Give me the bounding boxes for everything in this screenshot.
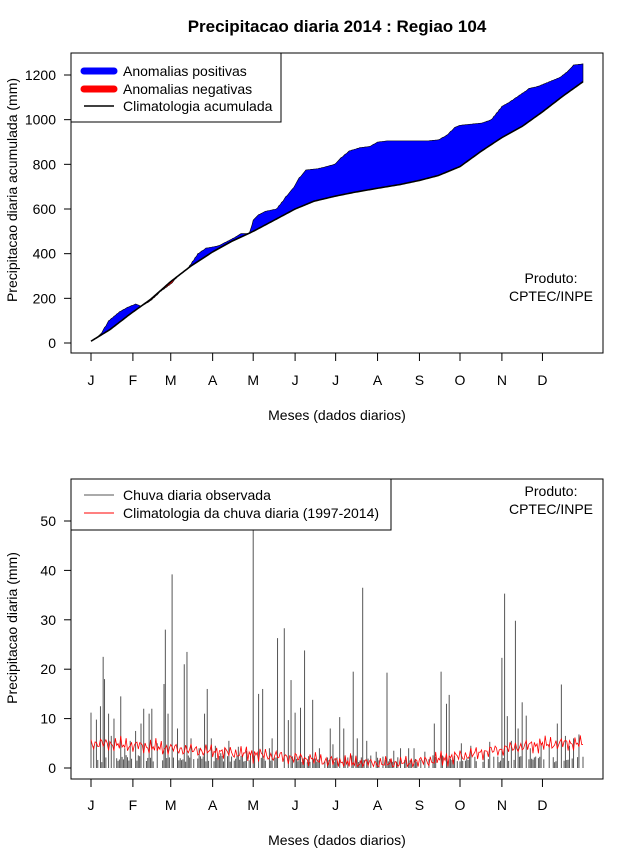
- x-tick-label-top-3: A: [208, 372, 218, 388]
- x-tick-label-top-5: J: [292, 372, 299, 388]
- daily-panel: J F M A M J J A S O N D 0 10 20 30 40 50 Meses (dados di…: [4, 478, 604, 848]
- x-tick-label-bottom-11: D: [537, 797, 547, 813]
- climatology-accumulated-line: [90, 81, 584, 342]
- legend-label-observed: Chuva diaria observada: [123, 487, 271, 503]
- x-tick-label-bottom-10: N: [497, 797, 507, 813]
- x-tick-label-bottom-3: A: [208, 797, 218, 813]
- y-tick-label-top-6: 1200: [25, 67, 56, 83]
- y-tick-label-bottom-3: 30: [40, 612, 56, 628]
- y-axis-label-bottom: Precipitacao diaria (mm): [4, 552, 20, 704]
- accumulated-series: [90, 63, 584, 342]
- y-tick-label-top-1: 200: [33, 290, 57, 306]
- x-tick-label-top-9: O: [455, 372, 466, 388]
- product-name-bottom: CPTEC/INPE: [509, 501, 593, 517]
- x-tick-label-bottom-2: M: [165, 797, 177, 813]
- x-tick-label-bottom-6: J: [332, 797, 339, 813]
- x-tick-label-top-2: M: [165, 372, 177, 388]
- x-tick-label-bottom-7: A: [373, 797, 383, 813]
- y-tick-label-bottom-4: 40: [40, 562, 56, 578]
- x-axis-label-top: Meses (dados diarios): [268, 407, 406, 423]
- legend-top: Anomalias positivas Anomalias negativas …: [70, 52, 282, 123]
- y-tick-label-top-3: 600: [33, 201, 57, 217]
- daily-series: [90, 511, 584, 769]
- x-tick-label-top-6: J: [332, 372, 339, 388]
- legend-bottom: Chuva diaria observada Climatologia da c…: [70, 478, 392, 531]
- x-tick-label-bottom-9: O: [455, 797, 466, 813]
- x-tick-label-bottom-0: J: [88, 797, 95, 813]
- x-tick-label-top-1: F: [129, 372, 138, 388]
- legend-label-negative: Anomalias negativas: [123, 81, 252, 97]
- x-tick-label-bottom-8: S: [415, 797, 424, 813]
- legend-label-positive: Anomalias positivas: [123, 63, 247, 79]
- y-axis-top: 0 200 400 600 800 1000 1200: [25, 67, 72, 351]
- x-tick-label-top-8: S: [415, 372, 424, 388]
- x-tick-label-top-7: A: [373, 372, 383, 388]
- product-name-top: CPTEC/INPE: [509, 288, 593, 304]
- legend-label-daily-climatology: Climatologia da chuva diaria (1997-2014): [123, 505, 379, 521]
- product-label-bottom: Produto:: [525, 483, 578, 499]
- x-tick-label-top-11: D: [537, 372, 547, 388]
- y-tick-label-bottom-5: 50: [40, 513, 56, 529]
- legend-box-bottom: [70, 478, 392, 531]
- x-tick-label-bottom-4: M: [247, 797, 259, 813]
- accumulated-panel: Precipitacao diaria 2014 : Regiao 104 J F…: [4, 17, 604, 423]
- y-axis-label-top: Precipitacao diaria acumulada (mm): [4, 78, 20, 302]
- x-tick-label-bottom-5: J: [292, 797, 299, 813]
- y-tick-label-top-0: 0: [48, 335, 56, 351]
- y-tick-label-top-4: 800: [33, 156, 57, 172]
- y-tick-label-bottom-1: 10: [40, 711, 56, 727]
- legend-label-climatology: Climatologia acumulada: [123, 98, 273, 114]
- chart-title: Precipitacao diaria 2014 : Regiao 104: [188, 17, 487, 36]
- x-tick-label-bottom-1: F: [129, 797, 138, 813]
- y-tick-label-top-2: 400: [33, 246, 57, 262]
- x-tick-label-top-0: J: [88, 372, 95, 388]
- y-tick-label-bottom-0: 0: [48, 760, 56, 776]
- x-tick-label-top-10: N: [497, 372, 507, 388]
- daily-climatology-line: [90, 735, 584, 769]
- y-axis-bottom: 0 10 20 30 40 50: [40, 513, 72, 776]
- x-tick-label-top-4: M: [247, 372, 259, 388]
- product-label-top: Produto:: [525, 270, 578, 286]
- x-axis-label-bottom: Meses (dados diarios): [268, 832, 406, 848]
- y-tick-label-bottom-2: 20: [40, 661, 56, 677]
- y-tick-label-top-5: 1000: [25, 112, 56, 128]
